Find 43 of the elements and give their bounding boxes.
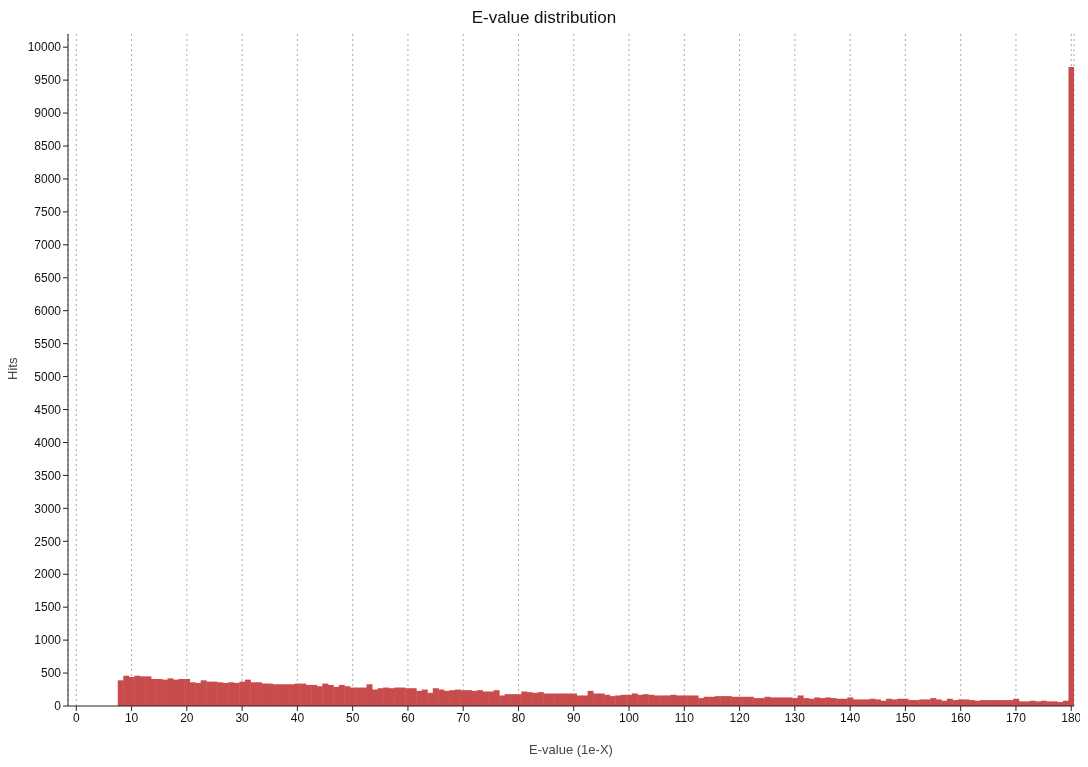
x-axis-title: E-value (1e-X) — [529, 742, 613, 757]
x-tick-label: 120 — [729, 710, 750, 725]
x-tick-label: 70 — [456, 710, 471, 725]
y-tick-label: 2000 — [34, 567, 62, 582]
x-tick-label: 80 — [511, 710, 526, 725]
y-tick-label: 4500 — [34, 402, 62, 417]
y-tick-label: 4000 — [34, 435, 62, 450]
y-tick-label: 6000 — [34, 303, 62, 318]
y-tick-label: 1000 — [34, 633, 62, 648]
x-tick-label: 130 — [784, 710, 806, 725]
x-tick-label: 170 — [1005, 710, 1027, 725]
y-tick-label: 9500 — [34, 73, 62, 88]
chart-title: E-value distribution — [470, 8, 618, 29]
y-tick-label: 0 — [54, 699, 62, 714]
x-tick-label: 180 — [1061, 710, 1082, 725]
y-tick-label: 3000 — [34, 501, 62, 516]
y-tick-label: 5000 — [34, 369, 62, 384]
y-tick-label: 6500 — [34, 271, 62, 286]
y-tick-label: 1500 — [34, 600, 62, 615]
y-tick-label: 8000 — [34, 172, 62, 187]
x-tick-label: 60 — [401, 710, 415, 725]
x-tick-label: 50 — [345, 710, 360, 725]
x-tick-label: 30 — [235, 710, 250, 725]
y-tick-label: 5500 — [34, 336, 62, 351]
x-tick-label: 20 — [180, 710, 194, 725]
x-tick-label: 0 — [72, 710, 80, 725]
x-tick-label: 90 — [567, 710, 581, 725]
x-tick-label: 160 — [950, 710, 972, 725]
y-tick-label: 10000 — [27, 40, 62, 55]
x-tick-label: 110 — [674, 710, 695, 725]
y-tick-label: 2500 — [34, 534, 62, 549]
y-axis-title: Hits — [4, 357, 20, 380]
y-tick-label: 3500 — [34, 468, 62, 483]
x-tick-label: 40 — [290, 710, 305, 725]
y-tick-label: 9000 — [34, 106, 62, 121]
x-tick-label: 140 — [840, 710, 861, 725]
x-tick-label: 150 — [895, 710, 916, 725]
x-tick-label: 100 — [619, 710, 640, 725]
x-tick-label: 10 — [124, 710, 139, 725]
y-tick-label: 8500 — [34, 139, 62, 154]
y-tick-label: 7000 — [34, 238, 62, 253]
y-tick-label: 7500 — [34, 205, 62, 220]
y-tick-label: 500 — [40, 666, 62, 681]
